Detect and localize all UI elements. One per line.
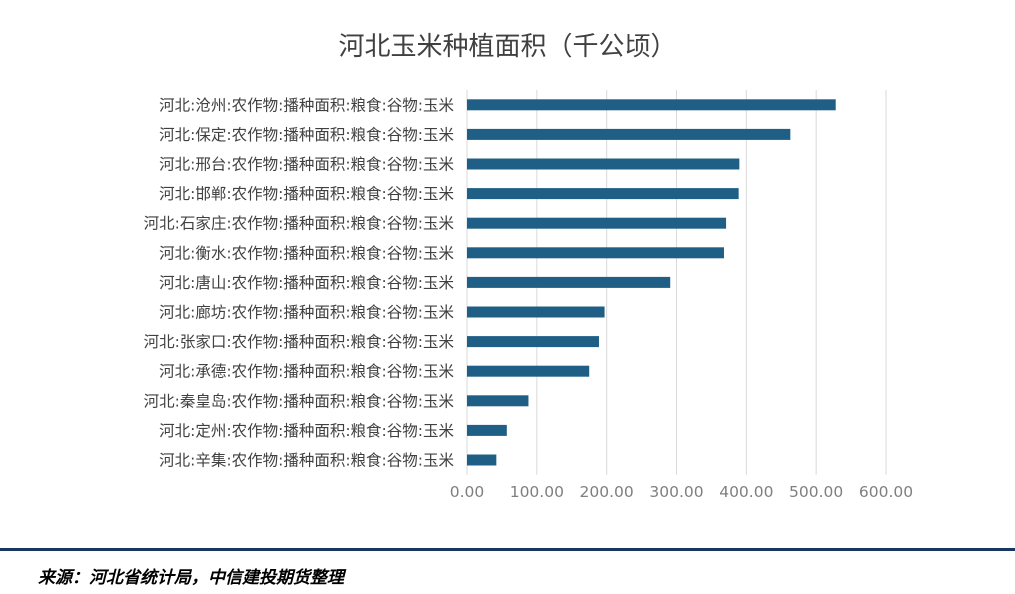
bar	[467, 395, 529, 407]
category-label: 河北:保定:农作物:播种面积:粮食:谷物:玉米	[159, 126, 454, 144]
bar	[467, 454, 497, 466]
category-label: 河北:张家口:农作物:播种面积:粮食:谷物:玉米	[144, 333, 454, 351]
bar	[467, 365, 590, 377]
source-note: 来源：河北省统计局，中信建投期货整理	[38, 568, 344, 588]
bar	[467, 306, 605, 318]
bar	[467, 128, 791, 140]
bar	[467, 276, 671, 288]
bar	[467, 99, 836, 111]
category-label: 河北:邯郸:农作物:播种面积:粮食:谷物:玉米	[159, 185, 454, 203]
bar	[467, 188, 739, 200]
category-label: 河北:唐山:农作物:播种面积:粮食:谷物:玉米	[159, 274, 454, 292]
category-label: 河北:辛集:农作物:播种面积:粮食:谷物:玉米	[159, 452, 454, 470]
x-tick-label: 300.00	[649, 483, 703, 501]
x-tick-label: 200.00	[580, 483, 634, 501]
category-label: 河北:邢台:农作物:播种面积:粮食:谷物:玉米	[159, 156, 454, 174]
x-tick-label: 600.00	[859, 483, 913, 501]
bar	[467, 217, 727, 229]
category-label: 河北:石家庄:农作物:播种面积:粮食:谷物:玉米	[144, 215, 454, 233]
tick-label-layer: 0.00 100.00 200.00 300.00 400.00 500.00 600.00	[450, 483, 913, 501]
footer-divider	[0, 548, 1015, 551]
x-tick-label: 100.00	[510, 483, 564, 501]
x-tick-label: 0.00	[450, 483, 485, 501]
x-tick-label: 500.00	[789, 483, 843, 501]
category-label: 河北:廊坊:农作物:播种面积:粮食:谷物:玉米	[159, 304, 454, 322]
chart-title: 河北玉米种植面积（千公顷）	[338, 32, 677, 62]
category-label-layer: 河北:沧州:农作物:播种面积:粮食:谷物:玉米河北:保定:农作物:播种面积:粮食…	[144, 96, 454, 469]
bar-chart: 河北:沧州:农作物:播种面积:粮食:谷物:玉米河北:保定:农作物:播种面积:粮食…	[144, 90, 913, 501]
bar-layer	[467, 99, 836, 466]
category-label: 河北:定州:农作物:播种面积:粮食:谷物:玉米	[159, 422, 454, 440]
category-label: 河北:衡水:农作物:播种面积:粮食:谷物:玉米	[159, 244, 454, 262]
bar	[467, 247, 724, 259]
bar	[467, 424, 507, 436]
x-tick-label: 400.00	[719, 483, 773, 501]
category-label: 河北:秦皇岛:农作物:播种面积:粮食:谷物:玉米	[144, 392, 454, 410]
category-label: 河北:承德:农作物:播种面积:粮食:谷物:玉米	[159, 363, 454, 381]
bar	[467, 158, 740, 170]
bar	[467, 336, 599, 348]
category-label: 河北:沧州:农作物:播种面积:粮食:谷物:玉米	[159, 96, 454, 114]
